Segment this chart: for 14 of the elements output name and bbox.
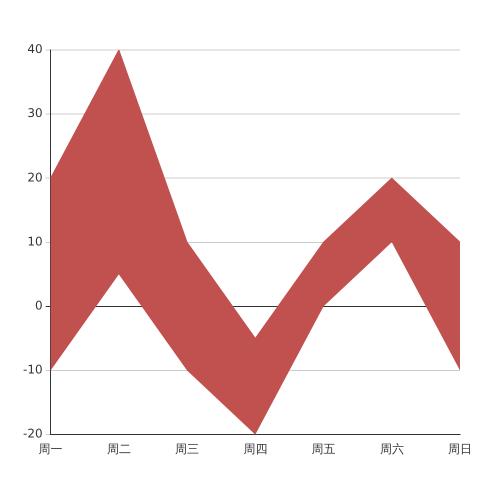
x-tick-label: 周六 <box>380 442 404 456</box>
y-tick-label: 0 <box>34 298 43 313</box>
x-tick-label: 周二 <box>106 442 131 456</box>
x-tick-label: 周日 <box>448 442 472 456</box>
y-tick-label: -20 <box>22 426 43 441</box>
x-tick-label: 周四 <box>243 442 268 456</box>
y-tick-label: 20 <box>27 170 43 184</box>
x-tick-label: 周一 <box>38 442 63 456</box>
y-tick-label: 40 <box>27 42 43 56</box>
y-tick-label: 10 <box>27 234 43 248</box>
y-tick-label: -10 <box>22 362 43 377</box>
x-tick-label: 周五 <box>312 442 336 456</box>
x-tick-label: 周三 <box>175 442 200 456</box>
y-tick-label: 30 <box>27 106 43 120</box>
